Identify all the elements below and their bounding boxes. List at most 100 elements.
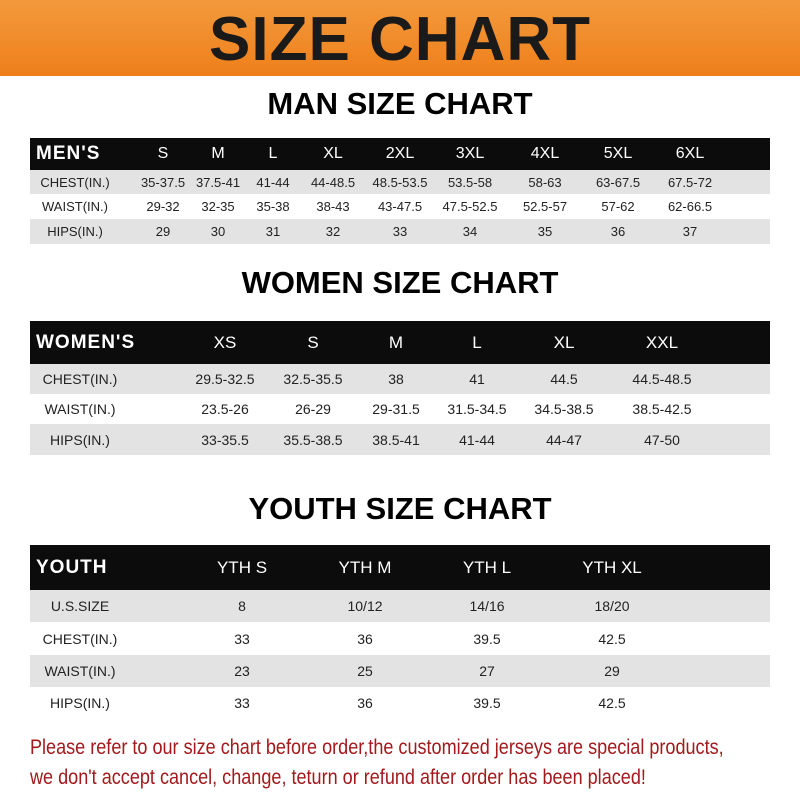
table-row: WAIST(IN.) 23 25 27 29 (30, 655, 770, 687)
notice: Please refer to our size chart before or… (30, 733, 795, 793)
size-value: 29-32 (146, 199, 180, 214)
size-value: 31 (265, 224, 281, 239)
size-value: 35 (537, 224, 553, 239)
row-label: WAIST(IN.) (42, 199, 108, 214)
size-value: 37.5-41 (195, 174, 241, 190)
size-value: 26-29 (295, 401, 331, 417)
size-value: 33 (234, 695, 250, 711)
size-header: XXL (645, 332, 679, 352)
size-value: 44-47 (546, 431, 582, 448)
size-header: YTH S (216, 557, 268, 577)
size-value: 38-43 (316, 199, 350, 214)
size-value: 27 (479, 663, 495, 679)
table-row: CHEST(IN.) 29.5-32.5 32.5-35.5 38 41 44.5 44.5… (30, 364, 770, 394)
table-row: HIPS(IN.) 33 36 39.5 42.5 (30, 687, 770, 719)
row-label: CHEST(IN.) (40, 174, 110, 190)
size-value: 33 (234, 630, 250, 647)
table-title-cell: WOMEN'S (36, 331, 136, 353)
size-header: L (268, 145, 278, 162)
size-value: 32 (325, 224, 341, 239)
size-value: 14/16 (469, 598, 505, 614)
size-value: 47-50 (644, 431, 680, 448)
size-header: M (211, 145, 225, 162)
row-label: WAIST(IN.) (44, 401, 116, 417)
row-label: CHEST(IN.) (42, 630, 118, 647)
table-row: HIPS(IN.) 33-35.5 35.5-38.5 38.5-41 41-44 44-… (30, 424, 770, 455)
size-header: 5XL (603, 145, 633, 162)
size-value: 52.5-57 (522, 199, 568, 214)
size-value: 39.5 (473, 695, 501, 711)
size-value: 67.5-72 (667, 174, 713, 190)
size-value: 37 (682, 224, 698, 239)
table-row: WAIST(IN.) 29-32 32-35 35-38 38-43 43-47.5 47.… (30, 194, 770, 219)
size-header: L (472, 332, 482, 352)
size-value: 34.5-38.5 (534, 401, 594, 417)
size-value: 32-35 (201, 199, 235, 214)
size-header: XL (323, 145, 343, 162)
size-value: 29.5-32.5 (195, 371, 255, 387)
size-value: 29 (155, 224, 171, 239)
size-value: 32.5-35.5 (283, 371, 343, 387)
size-header: M (388, 332, 404, 352)
size-value: 42.5 (598, 695, 626, 711)
row-label: U.S.SIZE (50, 598, 110, 614)
size-value: 53.5-58 (447, 174, 493, 190)
size-header: XL (553, 332, 575, 352)
size-value: 18/20 (594, 598, 630, 614)
size-value: 44.5 (550, 371, 578, 387)
women-header-row: WOMEN'S XS S M L XL XXL (30, 321, 770, 364)
size-value: 38.5-41 (372, 431, 420, 448)
size-header: S (307, 332, 319, 352)
size-value: 47.5-52.5 (442, 199, 498, 214)
table-title-cell: YOUTH (36, 556, 108, 578)
table-row: WAIST(IN.) 23.5-26 26-29 29-31.5 31.5-34.5 34… (30, 394, 770, 424)
youth-section-title: YOUTH SIZE CHART (248, 491, 552, 526)
size-value: 35.5-38.5 (283, 431, 343, 448)
table-row: CHEST(IN.) 33 36 39.5 42.5 (30, 622, 770, 655)
size-value: 8 (238, 598, 246, 614)
size-value: 62-66.5 (667, 199, 713, 214)
size-value: 23 (234, 663, 250, 679)
size-value: 30 (210, 224, 226, 239)
size-header: S (157, 145, 169, 162)
size-value: 33-35.5 (201, 431, 249, 448)
row-label: HIPS(IN.) (50, 431, 110, 448)
men-section-title: MAN SIZE CHART (267, 86, 533, 121)
size-value: 34 (462, 224, 478, 239)
size-header: 3XL (455, 145, 485, 162)
size-value: 23.5-26 (201, 401, 249, 417)
size-value: 29-31.5 (372, 401, 420, 417)
men-header-row: MEN'S S M L XL 2XL 3XL 4XL 5XL 6XL (30, 138, 770, 170)
size-value: 57-62 (601, 199, 635, 214)
size-value: 48.5-53.5 (372, 174, 428, 190)
size-value: 63-67.5 (595, 174, 641, 190)
youth-header-row: YOUTH YTH S YTH M YTH L YTH XL (30, 545, 770, 590)
row-label: HIPS(IN.) (50, 695, 110, 711)
size-value: 36 (610, 224, 626, 239)
men-size-table: MEN'S S M L XL 2XL 3XL 4XL 5XL 6XL CHEST(IN.) 35-37… (30, 138, 770, 244)
table-row: HIPS(IN.) 29 30 31 32 33 34 35 36 37 (30, 219, 770, 244)
size-value: 29 (604, 663, 620, 679)
size-header: YTH L (462, 557, 512, 577)
size-value: 39.5 (473, 630, 501, 647)
notice-line-1: Please refer to our size chart before or… (30, 736, 724, 759)
size-header: 2XL (385, 145, 415, 162)
size-value: 38.5-42.5 (632, 401, 692, 417)
size-value: 44-48.5 (310, 174, 356, 190)
size-value: 10/12 (347, 598, 383, 614)
size-value: 31.5-34.5 (447, 401, 507, 417)
size-value: 33 (392, 224, 408, 239)
size-value: 41-44 (459, 431, 495, 448)
size-value: 41-44 (256, 174, 290, 190)
table-title-cell: MEN'S (36, 143, 101, 164)
size-value: 35-37.5 (140, 174, 186, 190)
table-row: U.S.SIZE 8 10/12 14/16 18/20 (30, 590, 770, 622)
women-size-table: WOMEN'S XS S M L XL XXL CHEST(IN.) 29.5-32.5 32.5… (30, 321, 770, 455)
size-header: YTH XL (582, 557, 642, 577)
size-value: 36 (357, 630, 373, 647)
size-value: 36 (357, 695, 373, 711)
size-header: YTH M (338, 557, 392, 577)
banner-title: SIZE CHART (209, 5, 591, 74)
row-label: HIPS(IN.) (47, 224, 103, 239)
notice-line-2: we don't accept cancel, change, teturn o… (30, 766, 646, 789)
